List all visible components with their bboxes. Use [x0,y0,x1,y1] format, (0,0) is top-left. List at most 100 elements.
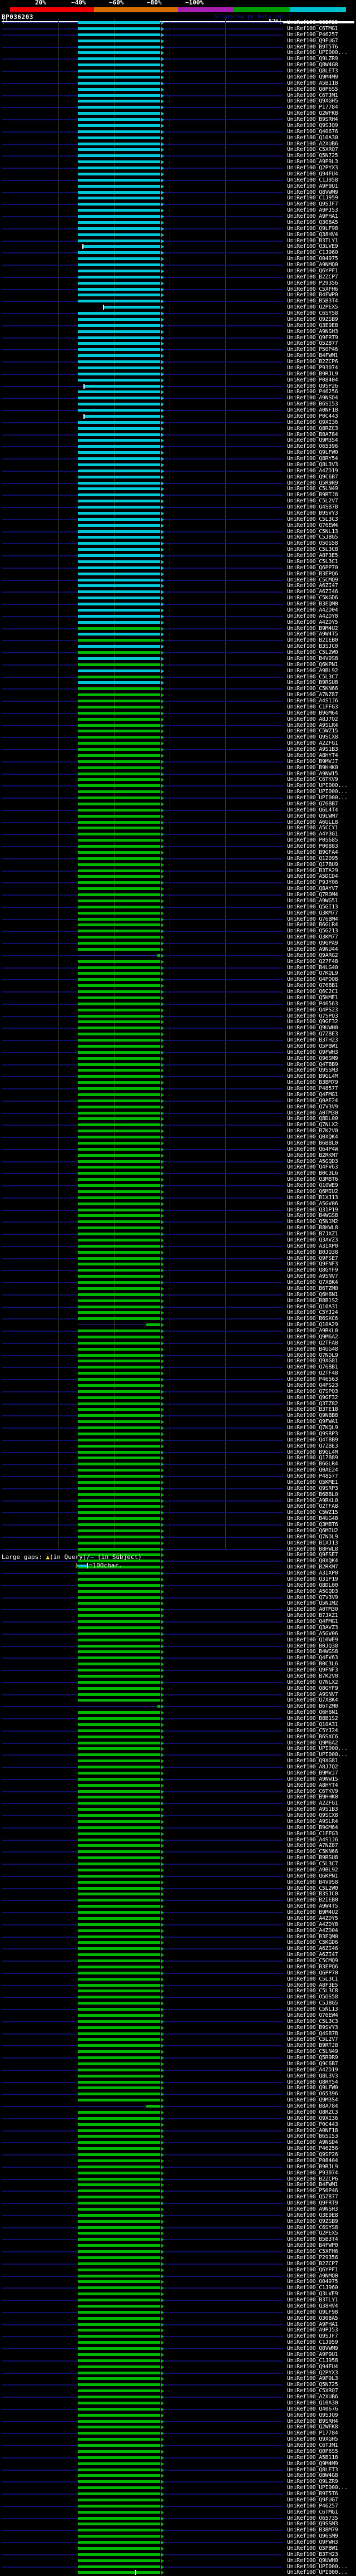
hit-id-label[interactable]: UniRef100_B7K2V0 [287,1128,338,1135]
hit-id-label[interactable]: UniRef100_Q3LVE9 [287,243,338,250]
hsp-bar[interactable] [78,1329,160,1332]
hit-id-label[interactable]: UniRef100_B3TH23 [287,2551,338,2558]
hsp-bar[interactable] [78,106,160,109]
alignment-row[interactable]: UniRef100_Q9LF98 [0,226,356,232]
alignment-row[interactable]: UniRef100_Q7ROM4 [0,892,356,898]
hit-id-label[interactable]: UniRef100_Q9SSM3 [287,1067,338,1074]
hit-id-label[interactable]: UniRef100_B7JXZ1 [287,1231,338,1237]
hsp-bar[interactable] [78,1590,160,1593]
hsp-bar[interactable] [78,639,160,642]
hsp-bar[interactable] [78,378,160,382]
hsp-bar[interactable] [78,427,160,430]
hsp-bar[interactable] [78,1547,160,1551]
hsp-bar[interactable] [78,560,160,563]
hit-id-label[interactable]: UniRef100_C5L3C7 [287,1861,338,1867]
hsp-bar[interactable] [78,2413,160,2417]
hit-id-label[interactable]: UniRef100_UPI000... [287,2563,348,2570]
alignment-row[interactable]: UniRef100_C5J8G5 [0,534,356,541]
alignment-row[interactable]: UniRef100_Q9SRP3 [0,1485,356,1492]
hit-id-label[interactable]: UniRef100_Q2TFA8 [287,1503,338,1510]
alignment-row[interactable]: UniRef100_A9NSH3 [0,329,356,335]
hsp-bar[interactable] [78,2080,160,2084]
alignment-row[interactable]: UniRef100_Q4PDQ8 [0,976,356,983]
hit-id-label[interactable]: UniRef100_Q3KM77 [287,910,338,916]
hsp-bar[interactable] [78,1977,160,1981]
hit-id-label[interactable]: UniRef100_UPI000... [287,795,348,801]
hsp-bar[interactable] [78,675,160,678]
hsp-bar[interactable] [78,1287,160,1290]
alignment-row[interactable]: UniRef100_B2RKM7 [0,1152,356,1159]
hsp-bar[interactable] [78,2492,160,2495]
hit-id-label[interactable]: UniRef100_A8J7Q2 [287,716,338,722]
hit-id-label[interactable]: UniRef100_Q76BB1 [287,983,338,989]
hsp-bar[interactable] [78,1583,160,1587]
hit-id-label[interactable]: UniRef100_Q6YPF1 [287,2266,338,2273]
hsp-bar[interactable] [78,251,160,255]
alignment-row[interactable]: UniRef100_Q9LFW0 [0,449,356,456]
hit-id-label[interactable]: UniRef100_A8F3E5 [287,553,338,559]
alignment-row[interactable]: UniRef100_B9M4U2 [0,625,356,632]
alignment-row[interactable]: UniRef100_B9GL4M [0,1073,356,1080]
hsp-bar[interactable] [78,1099,160,1102]
hsp-bar[interactable] [78,2062,160,2065]
hsp-bar[interactable] [78,2316,160,2320]
hit-id-label[interactable]: UniRef100_C6TMG1 [287,25,338,32]
alignment-row[interactable]: UniRef100_Q9UWH0 [0,1025,356,1032]
hsp-bar[interactable] [78,978,160,981]
alignment-row[interactable]: UniRef100_P08404 [0,377,356,384]
hsp-bar[interactable] [78,627,160,630]
hit-id-label[interactable]: UniRef100_Q7NLX2 [287,1122,338,1128]
hsp-bar[interactable] [78,808,160,812]
hit-id-label[interactable]: UniRef100_B3BM79 [287,1079,338,1086]
hsp-bar[interactable] [78,1753,160,1757]
hit-id-label[interactable]: UniRef100_C5LN49 [287,486,338,492]
alignment-row[interactable]: UniRef100_Q3MBT6 [0,1522,356,1528]
hit-id-label[interactable]: UniRef100_Q5N1M2 [287,1219,338,1225]
alignment-row[interactable]: UniRef100_A2ZFG1 [0,740,356,747]
hit-id-label[interactable]: UniRef100_C5WZ15 [287,1509,338,1516]
hsp-bar[interactable] [85,384,160,388]
hit-id-label[interactable]: UniRef100_Q9FWH3 [287,1049,338,1055]
hit-id-label[interactable]: UniRef100_A9P9L3 [287,159,338,165]
alignment-row[interactable]: UniRef100_Q7ZBE3 [0,1031,356,1038]
hit-id-label[interactable]: UniRef100_B4WGS8 [287,1649,338,1655]
alignment-row[interactable]: UniRef100_B4V9S8 [0,656,356,662]
hsp-bar[interactable] [78,760,160,763]
hit-id-label[interactable]: UniRef100_A7NZ87 [287,692,338,698]
hsp-bar[interactable] [78,1783,160,1787]
hit-id-label[interactable]: UniRef100_A9PHA1 [287,213,338,219]
alignment-row[interactable]: UniRef100_Q0AE24 [0,1467,356,1474]
hit-id-label[interactable]: UniRef100_Q27F48 [287,958,338,965]
hsp-bar[interactable] [78,1160,160,1163]
hsp-bar[interactable] [78,1002,160,1005]
hsp-bar[interactable] [78,433,160,436]
hit-id-label[interactable]: UniRef100_A4ZD19 [287,467,338,474]
hit-id-label[interactable]: UniRef100_UPI000... [287,1746,348,1752]
hit-id-label[interactable]: UniRef100_Q9LF98 [287,2309,338,2315]
hsp-bar[interactable] [78,802,160,805]
alignment-row[interactable]: UniRef100_A9P9U1 [0,183,356,190]
hit-id-label[interactable]: UniRef100_Q3MBT6 [287,1176,338,1183]
alignment-row[interactable]: UniRef100_B6GLR4 [0,922,356,928]
alignment-row[interactable]: UniRef100_Q9GF32 [0,1019,356,1025]
hsp-bar[interactable] [104,306,160,309]
hit-id-label[interactable]: UniRef100_P46563 [287,1000,338,1007]
hsp-bar[interactable] [78,1281,160,1284]
hit-id-label[interactable]: UniRef100_B9M4U2 [287,1909,338,1915]
alignment-row[interactable]: UniRef100_Q4FMG1 [0,1092,356,1098]
alignment-row[interactable]: UniRef100_B9MVJ7 [0,759,356,765]
alignment-row[interactable]: UniRef100_Q9SRP3 [0,1431,356,1438]
hit-id-label[interactable]: UniRef100_P48577 [287,1473,338,1479]
hit-id-label[interactable]: UniRef100_P46257 [287,2502,338,2509]
alignment-row[interactable]: UniRef100_A5B118 [0,80,356,87]
alignment-row[interactable]: UniRef100_B8B1S2 [0,1298,356,1304]
alignment-row[interactable]: UniRef100_Q0AE24 [0,1098,356,1104]
hit-id-label[interactable]: UniRef100_Q9SRP3 [287,1485,338,1492]
hit-id-label[interactable]: UniRef100_A9NSH3 [287,2206,338,2212]
hit-id-label[interactable]: UniRef100_UPI000... [287,1752,348,1758]
alignment-row[interactable]: UniRef100_C5CMQ9 [0,577,356,584]
hsp-bar[interactable] [78,1529,160,1532]
alignment-row[interactable]: UniRef100_Q5N1M2 [0,1219,356,1225]
hit-id-label[interactable]: UniRef100_C5KN66 [287,1849,338,1855]
hit-id-label[interactable]: UniRef100_B9HHK0 [287,1794,338,1801]
